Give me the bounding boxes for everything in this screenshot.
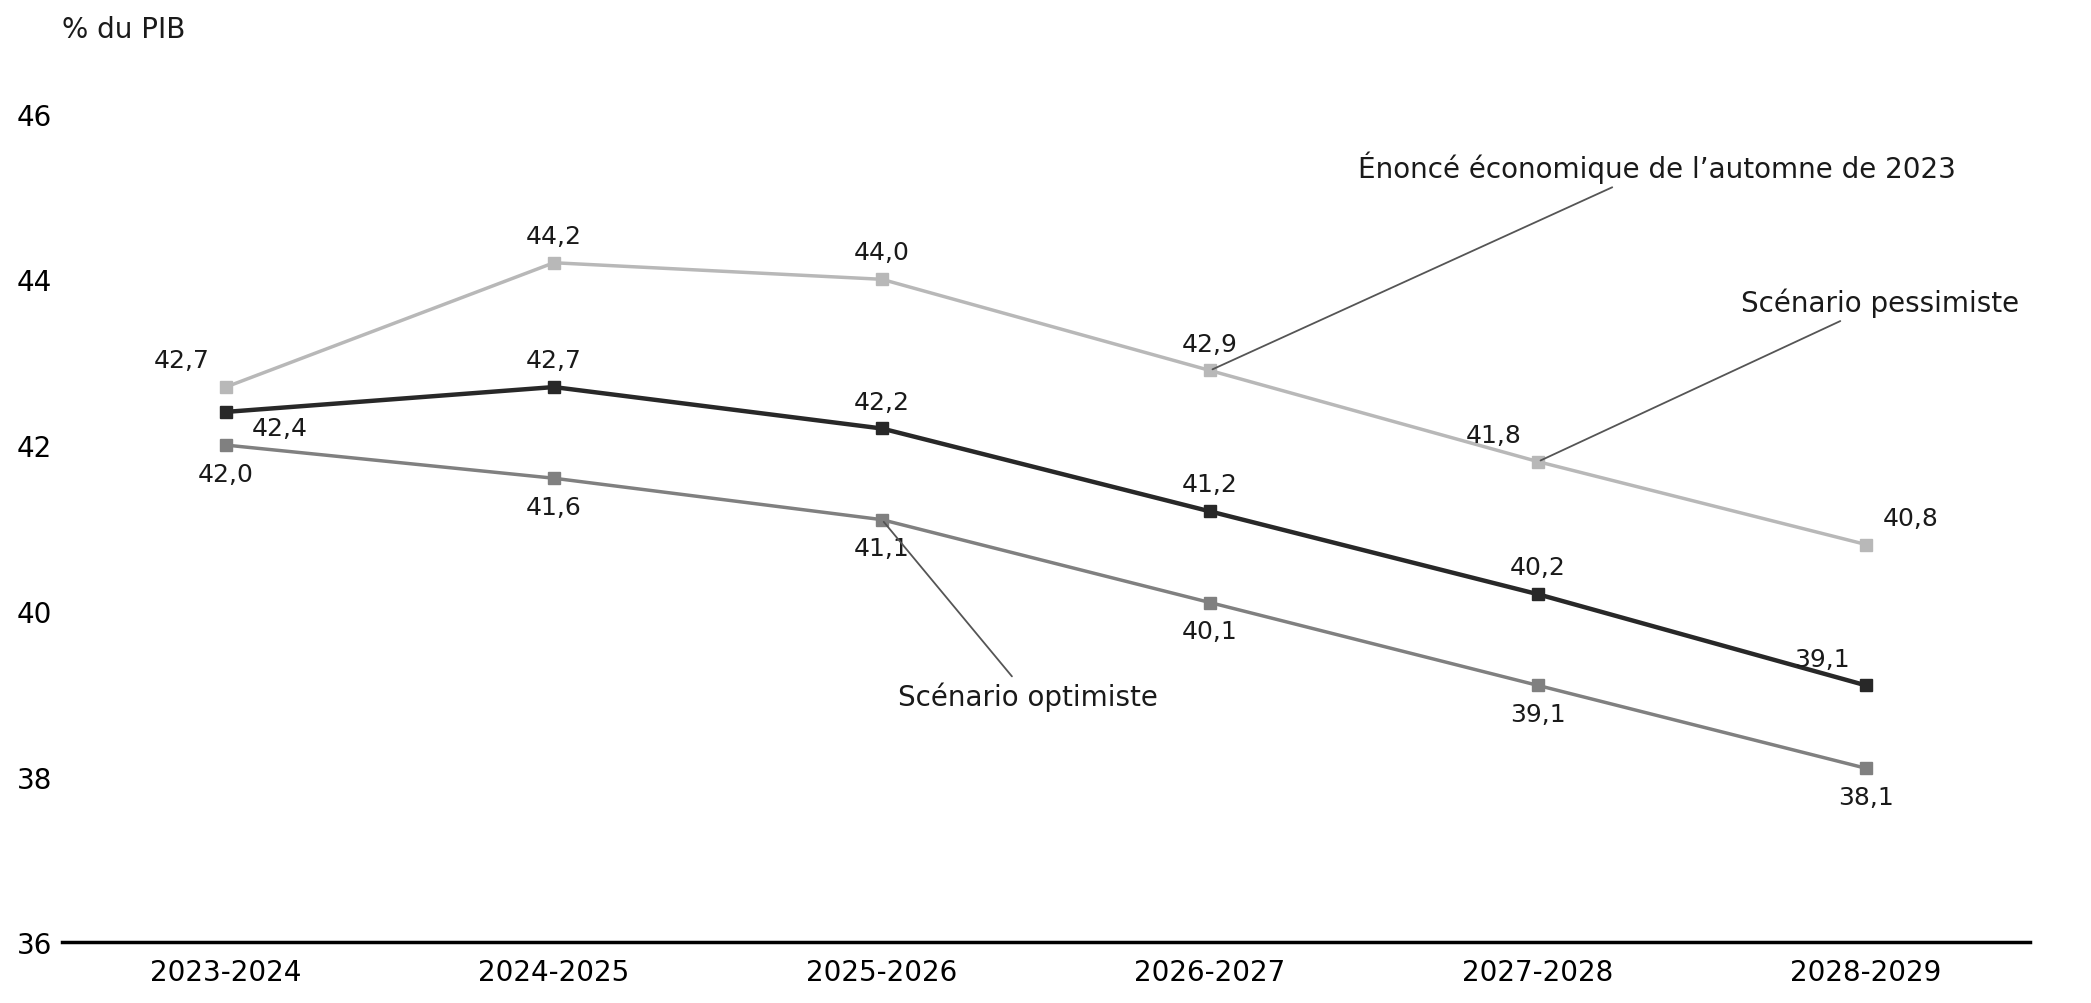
- Text: 42,2: 42,2: [853, 390, 910, 414]
- Text: 42,7: 42,7: [153, 349, 209, 373]
- Text: 39,1: 39,1: [1510, 702, 1566, 726]
- Text: 38,1: 38,1: [1838, 785, 1894, 809]
- Text: Scénario optimiste: Scénario optimiste: [884, 523, 1158, 711]
- Text: 41,2: 41,2: [1181, 473, 1238, 496]
- Text: 40,2: 40,2: [1510, 556, 1566, 580]
- Text: Énoncé économique de l’automne de 2023: Énoncé économique de l’automne de 2023: [1213, 151, 1955, 370]
- Text: Scénario pessimiste: Scénario pessimiste: [1541, 288, 2020, 461]
- Text: 41,6: 41,6: [527, 495, 581, 520]
- Text: 44,2: 44,2: [525, 225, 581, 249]
- Text: 41,8: 41,8: [1466, 423, 1522, 447]
- Text: 42,4: 42,4: [253, 416, 307, 440]
- Text: 42,7: 42,7: [527, 349, 581, 373]
- Text: % du PIB: % du PIB: [63, 16, 186, 44]
- Text: 42,9: 42,9: [1181, 332, 1238, 356]
- Text: 40,1: 40,1: [1181, 620, 1238, 644]
- Text: 41,1: 41,1: [853, 537, 910, 561]
- Text: 44,0: 44,0: [853, 241, 910, 265]
- Text: 40,8: 40,8: [1882, 507, 1938, 530]
- Text: 39,1: 39,1: [1794, 647, 1851, 671]
- Text: 42,0: 42,0: [199, 462, 253, 486]
